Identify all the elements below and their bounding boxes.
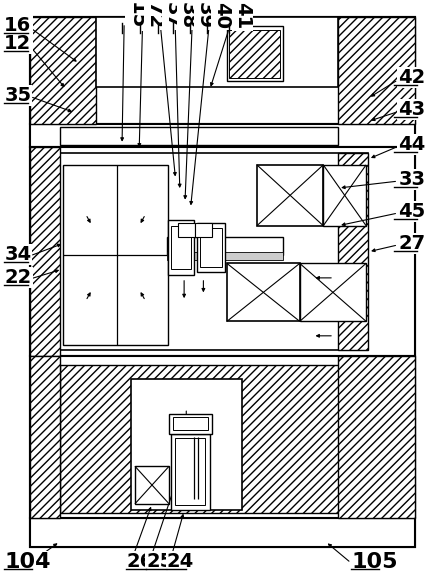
Bar xyxy=(338,356,415,518)
Bar xyxy=(60,127,338,144)
Text: 37: 37 xyxy=(163,2,182,29)
Bar xyxy=(64,165,168,345)
Bar xyxy=(130,379,242,510)
Bar xyxy=(338,17,415,124)
Bar xyxy=(227,263,300,321)
Bar xyxy=(227,26,283,81)
Bar xyxy=(30,147,60,356)
Bar xyxy=(30,17,96,124)
Bar xyxy=(200,228,222,267)
Text: 45: 45 xyxy=(398,202,426,221)
Bar xyxy=(173,417,208,430)
Text: 44: 44 xyxy=(398,135,426,154)
Bar xyxy=(195,223,212,238)
Text: 34: 34 xyxy=(4,245,32,264)
Text: 24: 24 xyxy=(167,552,194,572)
Text: 15: 15 xyxy=(126,2,145,30)
Text: 12: 12 xyxy=(4,34,32,53)
Text: 35: 35 xyxy=(4,86,32,105)
Bar xyxy=(30,356,415,518)
Bar xyxy=(167,252,283,260)
Bar xyxy=(300,263,366,321)
Bar xyxy=(30,124,415,147)
Text: 104: 104 xyxy=(4,552,51,572)
Bar xyxy=(135,466,169,504)
Bar xyxy=(178,223,195,238)
Text: 27: 27 xyxy=(398,233,426,253)
Bar xyxy=(168,220,194,275)
Bar xyxy=(30,147,415,356)
Bar xyxy=(171,226,191,269)
Text: 105: 105 xyxy=(351,552,397,572)
Bar xyxy=(175,438,205,505)
Text: 16: 16 xyxy=(4,16,32,35)
Bar xyxy=(171,434,210,510)
Text: 33: 33 xyxy=(398,170,425,189)
Bar xyxy=(30,17,415,124)
Bar xyxy=(323,165,366,226)
Bar xyxy=(167,238,283,254)
Text: 43: 43 xyxy=(398,100,426,119)
Text: 38: 38 xyxy=(178,2,197,29)
Bar xyxy=(60,153,368,350)
Bar xyxy=(257,165,323,226)
Text: 42: 42 xyxy=(398,68,426,87)
Bar xyxy=(197,223,225,272)
Bar xyxy=(96,17,338,87)
Text: 22: 22 xyxy=(4,269,32,287)
Bar xyxy=(338,153,368,350)
Bar xyxy=(60,365,368,512)
Text: 39: 39 xyxy=(195,2,214,29)
Text: 72: 72 xyxy=(145,2,164,29)
Bar xyxy=(30,518,415,548)
Bar xyxy=(30,356,60,518)
Bar xyxy=(229,30,280,78)
Text: 26: 26 xyxy=(126,552,153,572)
Bar xyxy=(169,414,212,434)
Text: 41: 41 xyxy=(233,2,252,30)
Text: 40: 40 xyxy=(212,2,231,29)
Text: 25: 25 xyxy=(146,552,174,572)
